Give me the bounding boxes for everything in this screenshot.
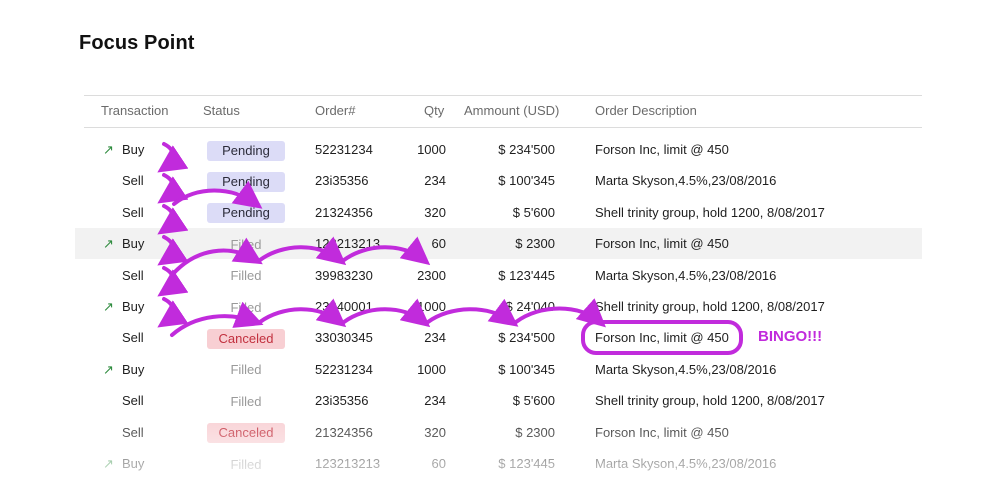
transaction-type: Sell bbox=[122, 173, 144, 189]
focus-arrow bbox=[157, 173, 189, 204]
arrow-up-right-icon: ↗ bbox=[103, 236, 114, 252]
order-description: Shell trinity group, hold 1200, 8/08/201… bbox=[595, 299, 825, 314]
transaction-type: Buy bbox=[122, 299, 145, 314]
status-cell: Pending bbox=[205, 197, 287, 228]
amount: $ 234'500 bbox=[498, 330, 555, 346]
quantity: 234 bbox=[424, 173, 446, 189]
focus-arrow bbox=[157, 235, 189, 266]
order-number: 23i35356 bbox=[315, 173, 369, 189]
table-row[interactable]: ↗ Buy Pending 52231234 1000 $ 234'500 Forson I… bbox=[0, 134, 1000, 165]
transaction-type: Sell bbox=[122, 204, 144, 220]
amount: $ 5'600 bbox=[512, 393, 555, 409]
focus-arrow bbox=[514, 298, 606, 328]
table-row[interactable]: ↗ Buy Filled 52231234 1000 $ 100'345 Marta Sky… bbox=[0, 354, 1000, 385]
quantity: 2300 bbox=[417, 267, 446, 283]
focus-arrow bbox=[258, 298, 347, 328]
order-description: Marta Skyson,4.5%,23/08/2016 bbox=[595, 173, 777, 189]
bingo-label: BINGO!!! bbox=[758, 328, 823, 345]
table-row[interactable]: ↗ Buy Filled 123213213 60 $ 2300 Forson Inc, l… bbox=[0, 228, 1000, 260]
order-description: Marta Skyson,4.5%,23/08/2016 bbox=[595, 267, 777, 283]
header-transaction[interactable]: Transaction bbox=[101, 103, 169, 118]
order-number: 52231234 bbox=[315, 142, 373, 157]
header-qty[interactable]: Qty bbox=[424, 103, 445, 118]
table-row[interactable]: Sell Filled 23i35356 234 $ 5'600 Shell trinit… bbox=[0, 385, 1000, 416]
header-order[interactable]: Order# bbox=[315, 103, 356, 118]
quantity: 234 bbox=[424, 393, 446, 409]
focus-arrow bbox=[170, 301, 264, 337]
arrow-up-right-icon: ↗ bbox=[103, 361, 114, 377]
focus-arrow bbox=[157, 142, 189, 173]
focus-arrow bbox=[342, 236, 431, 266]
table-header-divider bbox=[84, 127, 922, 128]
focus-arrow bbox=[426, 298, 519, 327]
page-title: Focus Point bbox=[79, 32, 195, 54]
amount: $ 234'500 bbox=[498, 142, 555, 157]
table-row[interactable]: Sell Filled 39983230 2300 $ 123'445 Marta Sky… bbox=[0, 260, 1000, 291]
quantity: 320 bbox=[424, 204, 446, 220]
order-number: 23i35356 bbox=[315, 393, 369, 409]
order-number: 21324356 bbox=[315, 204, 373, 220]
quantity: 1000 bbox=[417, 361, 446, 377]
transaction-type: Buy bbox=[122, 142, 145, 157]
transaction-type: Sell bbox=[122, 330, 144, 346]
transaction-type: Sell bbox=[122, 267, 144, 283]
bingo-highlight-box bbox=[581, 320, 743, 355]
focus-arrow bbox=[342, 298, 431, 328]
status-badge: Pending bbox=[207, 203, 285, 224]
table-row[interactable]: Sell Pending 21324356 320 $ 5'600 Shell trini… bbox=[0, 197, 1000, 228]
arrow-up-right-icon: ↗ bbox=[103, 142, 114, 157]
amount: $ 100'345 bbox=[498, 361, 555, 377]
table-row[interactable]: Sell Canceled 33030345 234 $ 234'500 Forson I… bbox=[0, 322, 1000, 353]
transaction-type: Buy bbox=[122, 236, 145, 252]
header-status[interactable]: Status bbox=[203, 103, 240, 118]
status-badge: Filled bbox=[230, 393, 262, 409]
status-cell: Filled bbox=[205, 260, 287, 291]
status-cell: Canceled bbox=[205, 322, 287, 353]
order-description: Shell trinity group, hold 1200, 8/08/201… bbox=[595, 393, 825, 409]
transaction-type: Sell bbox=[122, 393, 144, 409]
status-cell: Filled bbox=[205, 354, 287, 385]
header-amount[interactable]: Ammount (USD) bbox=[464, 103, 560, 118]
table-header: Transaction Status Order# Qty Ammount (U… bbox=[0, 103, 1000, 121]
status-cell: Pending bbox=[205, 134, 287, 165]
focus-arrow bbox=[258, 236, 347, 266]
order-description: Forson Inc, limit @ 450 bbox=[595, 330, 729, 346]
status-badge: Pending bbox=[207, 140, 285, 161]
focus-arrow bbox=[157, 297, 189, 328]
quantity: 1000 bbox=[417, 142, 446, 157]
amount: $ 2300 bbox=[515, 236, 555, 252]
focus-arrow bbox=[172, 180, 263, 209]
order-description: Forson Inc, limit @ 450 bbox=[595, 236, 729, 252]
quantity: 234 bbox=[424, 330, 446, 346]
status-badge: Canceled bbox=[207, 328, 285, 349]
order-description: Shell trinity group, hold 1200, 8/08/201… bbox=[595, 204, 825, 220]
amount: $ 123'445 bbox=[498, 267, 555, 283]
order-number: 33030345 bbox=[315, 330, 373, 346]
transaction-type: Buy bbox=[122, 361, 145, 377]
focus-arrow bbox=[170, 237, 263, 277]
order-number: 52231234 bbox=[315, 361, 373, 377]
status-badge: Filled bbox=[230, 268, 262, 284]
focus-arrow bbox=[157, 266, 189, 297]
focus-arrow bbox=[157, 204, 189, 235]
table-top-divider bbox=[84, 95, 922, 96]
order-description: Forson Inc, limit @ 450 bbox=[595, 142, 729, 157]
amount: $ 100'345 bbox=[498, 173, 555, 189]
amount: $ 5'600 bbox=[512, 204, 555, 220]
status-cell: Filled bbox=[205, 385, 287, 416]
order-description: Marta Skyson,4.5%,23/08/2016 bbox=[595, 361, 777, 377]
header-description[interactable]: Order Description bbox=[595, 103, 697, 118]
order-number: 39983230 bbox=[315, 267, 373, 283]
status-badge: Filled bbox=[230, 362, 262, 378]
arrow-up-right-icon: ↗ bbox=[103, 299, 114, 314]
quantity: 60 bbox=[431, 236, 446, 252]
